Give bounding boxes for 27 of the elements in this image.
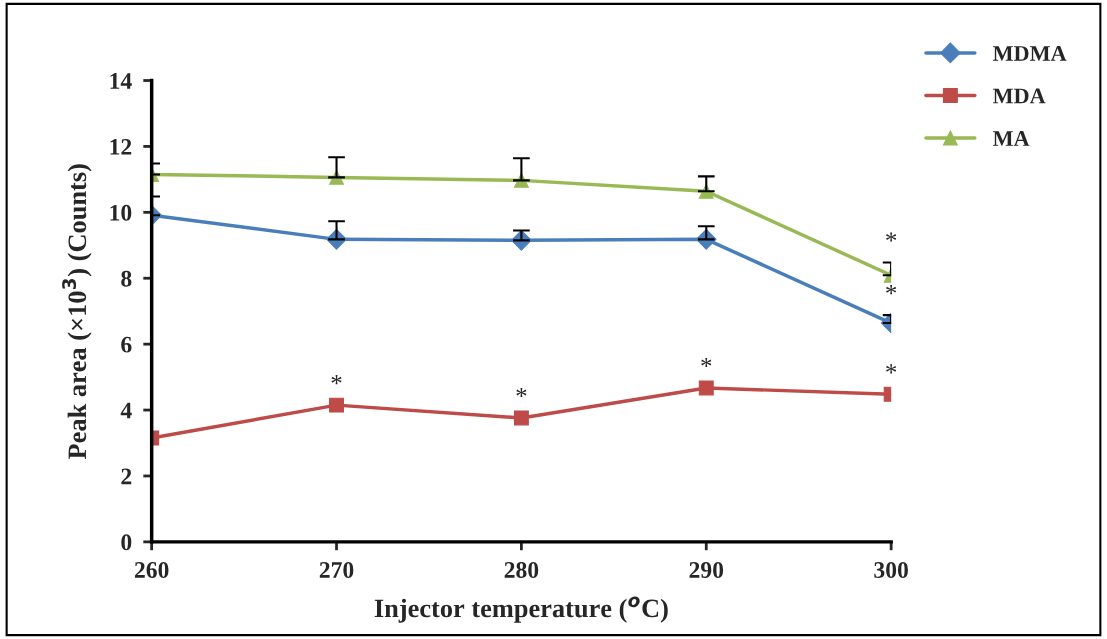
legend-label: MA — [992, 131, 1030, 146]
y-tick-label: 14 — [110, 73, 132, 89]
point — [698, 380, 714, 396]
x-tick-label: 260 — [134, 562, 169, 578]
y-tick-label: 4 — [120, 402, 132, 419]
annotation: * — [886, 232, 897, 242]
annotation: * — [701, 357, 712, 368]
y-tick-label: 12 — [110, 138, 132, 155]
legend-label: MDMA — [992, 46, 1067, 61]
x-tick-label: 270 — [319, 562, 354, 578]
x-axis-title: Injector temperature ($^{o}$C) — [374, 596, 668, 623]
point — [329, 397, 344, 413]
annotation: * — [886, 364, 897, 374]
y-tick-label: 10 — [110, 204, 132, 221]
y-axis-title: Peak area (×10$^{3}$) (Counts) — [62, 164, 92, 460]
annotation: * — [516, 387, 527, 398]
legend-label: MDA — [992, 88, 1046, 104]
annotation: * — [331, 375, 342, 385]
x-tick-label: 290 — [689, 562, 724, 578]
annotation: * — [886, 285, 897, 295]
x-tick-label: 300 — [874, 562, 908, 578]
y-tick-label: 6 — [121, 336, 132, 353]
point — [513, 410, 529, 426]
y-tick-label: 8 — [121, 270, 132, 287]
x-tick-label: 280 — [504, 562, 539, 578]
y-tick-label: 2 — [121, 468, 132, 485]
y-tick-label: 0 — [121, 534, 132, 551]
